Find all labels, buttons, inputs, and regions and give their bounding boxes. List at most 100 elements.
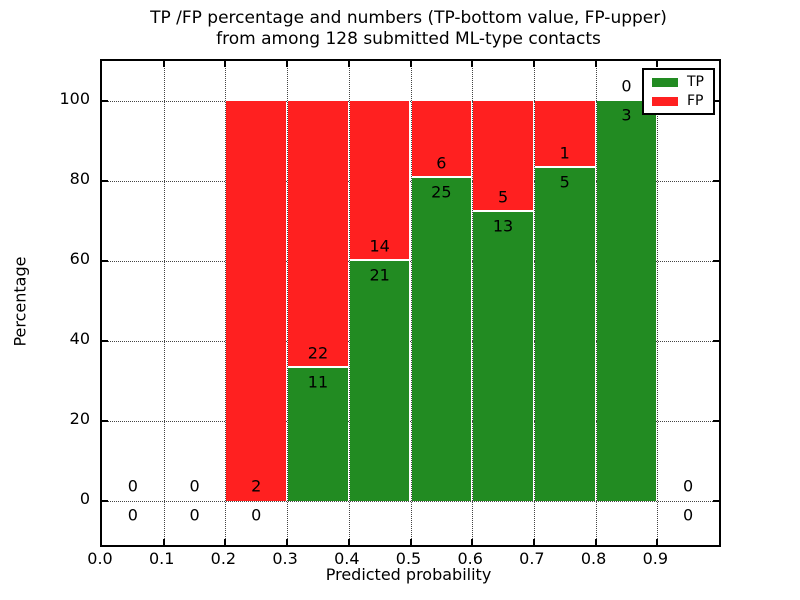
x-axis-tick	[224, 539, 227, 545]
y-tick-label: 20	[69, 409, 90, 428]
bar-fp-segment	[411, 101, 472, 179]
legend-item-tp: TP	[652, 75, 704, 89]
gridline-vertical	[595, 61, 597, 545]
annotation-fp-count: 14	[369, 236, 390, 256]
annotation-fp-count: 0	[127, 476, 138, 496]
bar-fp-segment	[349, 101, 410, 261]
x-tick-label: 0.4	[334, 549, 360, 568]
x-axis-tick	[656, 539, 659, 545]
chart-title-line2: from among 128 submitted ML-type contact…	[216, 29, 601, 49]
legend-label-tp: TP	[687, 74, 704, 90]
gridline-horizontal	[102, 421, 719, 422]
legend-swatch-fp	[652, 96, 678, 106]
x-axis-tick-top	[347, 61, 350, 67]
x-tick-label: 0.3	[272, 549, 298, 568]
legend: TP FP	[642, 68, 715, 115]
plot-area: TP FP 0 0 0 0 2 0 22 11 14 21 6 25 5 13 1 5 0 3 0 0	[100, 59, 721, 547]
y-axis-tick-right	[713, 180, 719, 182]
gridline-horizontal	[102, 261, 719, 262]
gridline-horizontal	[102, 341, 719, 342]
chart-title-line1: TP /FP percentage and numbers (TP-bottom…	[150, 8, 667, 28]
x-axis-tick	[286, 539, 289, 545]
legend-swatch-tp	[652, 77, 678, 87]
x-axis-tick-top	[532, 61, 535, 67]
annotation-tp-count: 13	[492, 216, 514, 236]
y-tick-label: 100	[59, 89, 90, 108]
annotation-tp-count: 5	[559, 172, 570, 192]
y-axis-tick	[102, 180, 108, 182]
annotation-tp-count: 0	[189, 505, 200, 525]
y-axis-tick	[102, 500, 108, 502]
chart-title: TP /FP percentage and numbers (TP-bottom…	[100, 8, 717, 50]
legend-item-fp: FP	[652, 94, 704, 108]
annotation-tp-count: 0	[683, 505, 694, 525]
gridline-vertical	[163, 61, 165, 545]
gridline-horizontal	[102, 501, 719, 502]
gridline-vertical	[348, 61, 350, 545]
x-axis-tick-top	[286, 61, 289, 67]
x-tick-label: 0.2	[210, 549, 237, 568]
gridline-horizontal	[102, 181, 719, 182]
x-axis-tick	[594, 539, 597, 545]
bar-fp-segment	[473, 101, 533, 213]
annotation-fp-count: 0	[189, 476, 200, 496]
bar-fp-segment	[288, 101, 348, 368]
bar-tp-segment	[411, 178, 472, 501]
y-axis-tick	[102, 420, 108, 422]
x-axis-tick-top	[656, 61, 659, 67]
x-axis-tick-top	[224, 61, 227, 67]
bar-tp-segment	[534, 167, 595, 501]
x-axis-tick	[532, 539, 535, 545]
bar-tp-segment	[473, 212, 533, 501]
x-axis-tick	[471, 539, 474, 545]
y-tick-label: 0	[79, 489, 90, 508]
annotation-fp-count: 0	[621, 76, 632, 96]
annotation-fp-count: 5	[497, 187, 509, 207]
annotation-tp-count: 0	[251, 505, 262, 525]
y-tick-label: 80	[69, 169, 90, 188]
y-axis-tick-right	[713, 420, 719, 422]
x-axis-label: Predicted probability	[325, 565, 492, 584]
x-tick-label: 0.7	[519, 549, 545, 568]
annotation-fp-count: 2	[251, 476, 262, 496]
annotation-tp-count: 3	[621, 105, 632, 125]
x-axis-tick-top	[162, 61, 165, 67]
y-axis-tick	[102, 260, 108, 262]
annotation-tp-count: 0	[127, 505, 138, 525]
gridline-vertical	[657, 61, 659, 545]
x-axis-tick-top	[471, 61, 474, 67]
bar-tp-segment	[349, 261, 410, 501]
gridline-vertical	[225, 61, 227, 545]
y-axis-tick-right	[713, 340, 719, 342]
annotation-fp-count: 1	[559, 143, 570, 163]
y-axis-tick-right	[713, 500, 719, 502]
gridline-vertical	[287, 61, 289, 545]
y-tick-label: 60	[69, 249, 90, 268]
annotation-tp-count: 25	[431, 182, 452, 202]
gridline-vertical	[533, 61, 535, 545]
y-axis-tick-right	[713, 260, 719, 262]
y-axis-tick	[102, 100, 108, 102]
gridline-vertical	[472, 61, 474, 545]
annotation-tp-count: 21	[369, 265, 390, 285]
x-axis-tick	[162, 539, 165, 545]
y-tick-label: 40	[69, 329, 90, 348]
y-axis-tick	[102, 340, 108, 342]
x-axis-tick	[347, 539, 350, 545]
x-tick-label: 0.1	[148, 549, 175, 568]
bar-tp-segment	[596, 101, 657, 501]
bar-tp-segment	[288, 367, 348, 501]
gridline-vertical	[410, 61, 412, 545]
gridline-horizontal	[102, 101, 719, 102]
bar-fp-segment	[534, 101, 595, 168]
bar-fp-segment	[226, 101, 287, 501]
annotation-tp-count: 11	[307, 372, 329, 392]
annotation-fp-count: 22	[307, 343, 329, 363]
x-axis-tick-top	[409, 61, 412, 67]
x-tick-label: 0.0	[87, 549, 113, 568]
x-tick-label: 0.6	[457, 549, 483, 568]
x-axis-tick	[409, 539, 412, 545]
x-axis-tick-top	[594, 61, 597, 67]
x-tick-label: 0.9	[642, 549, 669, 568]
